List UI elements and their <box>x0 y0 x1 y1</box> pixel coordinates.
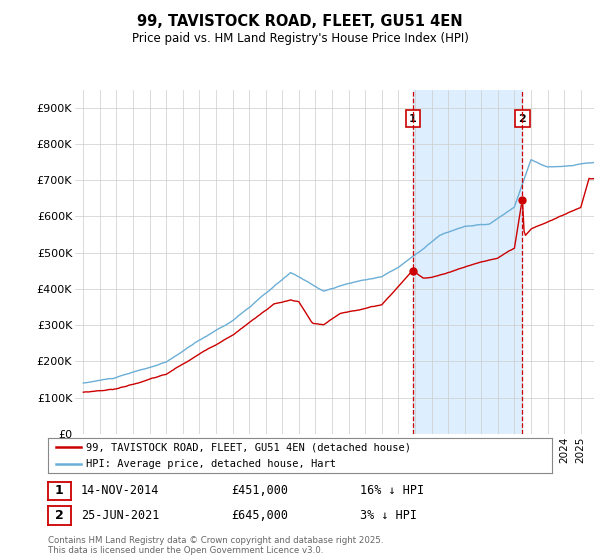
Text: 25-JUN-2021: 25-JUN-2021 <box>81 509 160 522</box>
Text: 16% ↓ HPI: 16% ↓ HPI <box>360 484 424 497</box>
Text: 1: 1 <box>55 484 64 497</box>
Text: £645,000: £645,000 <box>231 509 288 522</box>
Bar <box>413 90 523 434</box>
Text: 2: 2 <box>518 114 526 124</box>
Text: 2: 2 <box>55 509 64 522</box>
Text: 99, TAVISTOCK ROAD, FLEET, GU51 4EN: 99, TAVISTOCK ROAD, FLEET, GU51 4EN <box>137 14 463 29</box>
Text: 99, TAVISTOCK ROAD, FLEET, GU51 4EN (detached house): 99, TAVISTOCK ROAD, FLEET, GU51 4EN (det… <box>86 442 411 452</box>
Text: £451,000: £451,000 <box>231 484 288 497</box>
Text: HPI: Average price, detached house, Hart: HPI: Average price, detached house, Hart <box>86 459 336 469</box>
Text: Price paid vs. HM Land Registry's House Price Index (HPI): Price paid vs. HM Land Registry's House … <box>131 32 469 45</box>
Text: 1: 1 <box>409 114 416 124</box>
Text: 3% ↓ HPI: 3% ↓ HPI <box>360 509 417 522</box>
Text: 14-NOV-2014: 14-NOV-2014 <box>81 484 160 497</box>
Text: Contains HM Land Registry data © Crown copyright and database right 2025.
This d: Contains HM Land Registry data © Crown c… <box>48 536 383 556</box>
